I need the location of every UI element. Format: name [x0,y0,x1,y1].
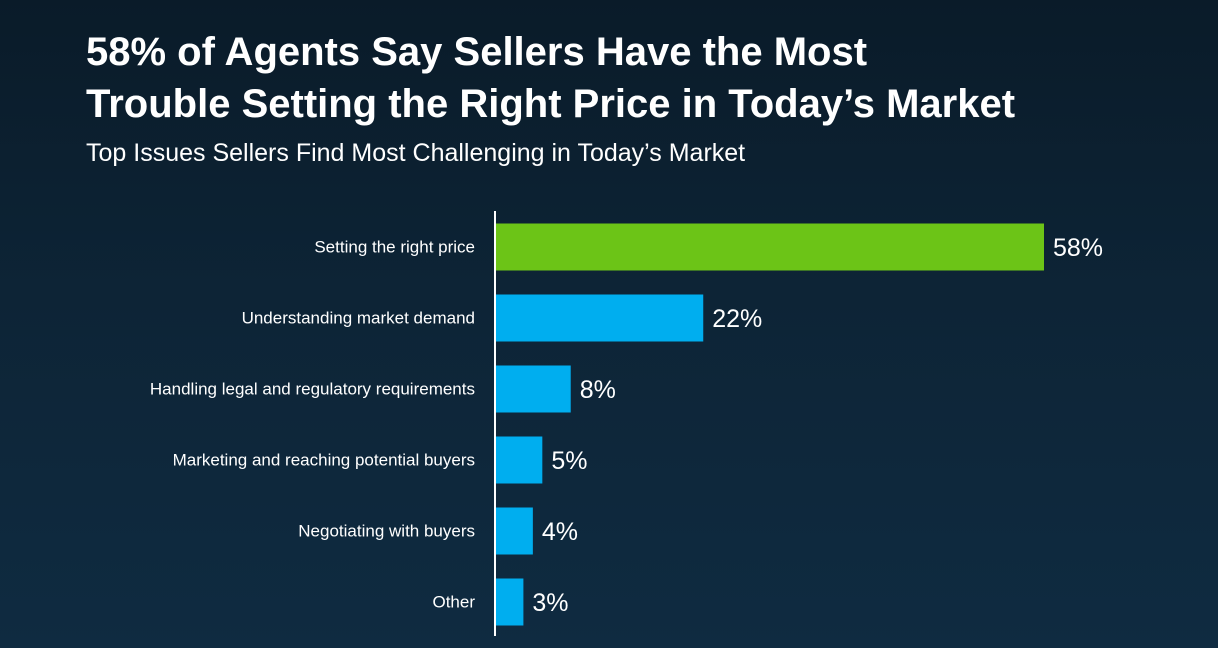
title-line-2: Trouble Setting the Right Price in Today… [86,82,1016,126]
bar-3 [495,436,543,484]
category-label-4: Negotiating with buyers [298,522,475,541]
category-label-5: Other [432,593,475,612]
value-label-4: 4% [542,518,578,546]
bar-2 [495,365,571,413]
title-line-1: 58% of Agents Say Sellers Have the Most [86,30,868,74]
category-label-0: Setting the right price [314,238,475,257]
bar-1 [495,294,704,342]
chart-subtitle: Top Issues Sellers Find Most Challenging… [86,139,746,167]
bar-5 [495,578,524,626]
bars-layer: Setting the right price 58% Understanding … [150,223,1103,626]
category-label-2: Handling legal and regulatory requiremen… [150,380,475,399]
category-label-3: Marketing and reaching potential buyers [173,451,475,470]
value-label-3: 5% [551,447,587,475]
page-title: 58% of Agents Say Sellers Have the Most … [86,26,1186,130]
bar-0 [495,223,1044,271]
category-label-1: Understanding market demand [242,309,475,328]
value-label-2: 8% [580,376,616,404]
value-label-5: 3% [532,589,568,617]
value-label-0: 58% [1053,234,1103,262]
value-label-1: 22% [712,305,762,333]
bar-4 [495,507,533,555]
